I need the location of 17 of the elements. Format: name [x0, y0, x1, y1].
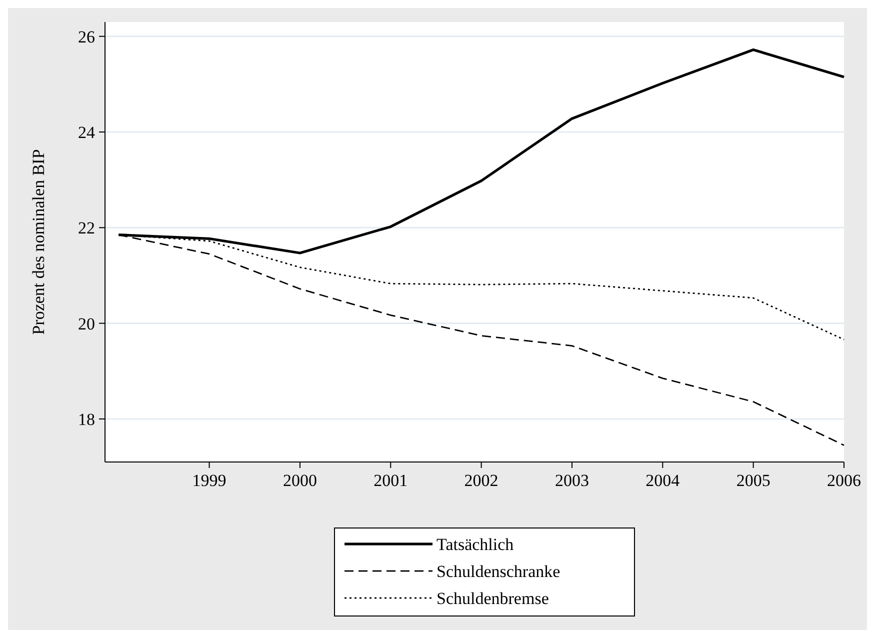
x-tick-label: 2006	[827, 471, 861, 490]
y-tick-label: 20	[78, 314, 95, 334]
y-axis-title: Prozent des nominalen BIP	[29, 149, 48, 335]
legend-label: Schuldenbremse	[436, 588, 549, 608]
y-tick-label: 26	[78, 27, 95, 46]
y-tick-label: 22	[78, 218, 95, 238]
legend-label: Schuldenschranke	[436, 562, 560, 581]
x-tick-label: 2005	[736, 471, 770, 490]
x-tick-label: 2000	[282, 471, 317, 490]
x-tick-label: 2003	[554, 471, 589, 490]
y-tick-label: 18	[78, 410, 95, 429]
x-tick-label: 2002	[464, 471, 498, 490]
x-tick-label: 2001	[374, 471, 408, 490]
x-tick-label: 1999	[192, 471, 226, 490]
legend-label: Tatsächlich	[436, 534, 514, 554]
x-tick-label: 2004	[646, 471, 680, 490]
y-tick-label: 24	[78, 122, 96, 142]
